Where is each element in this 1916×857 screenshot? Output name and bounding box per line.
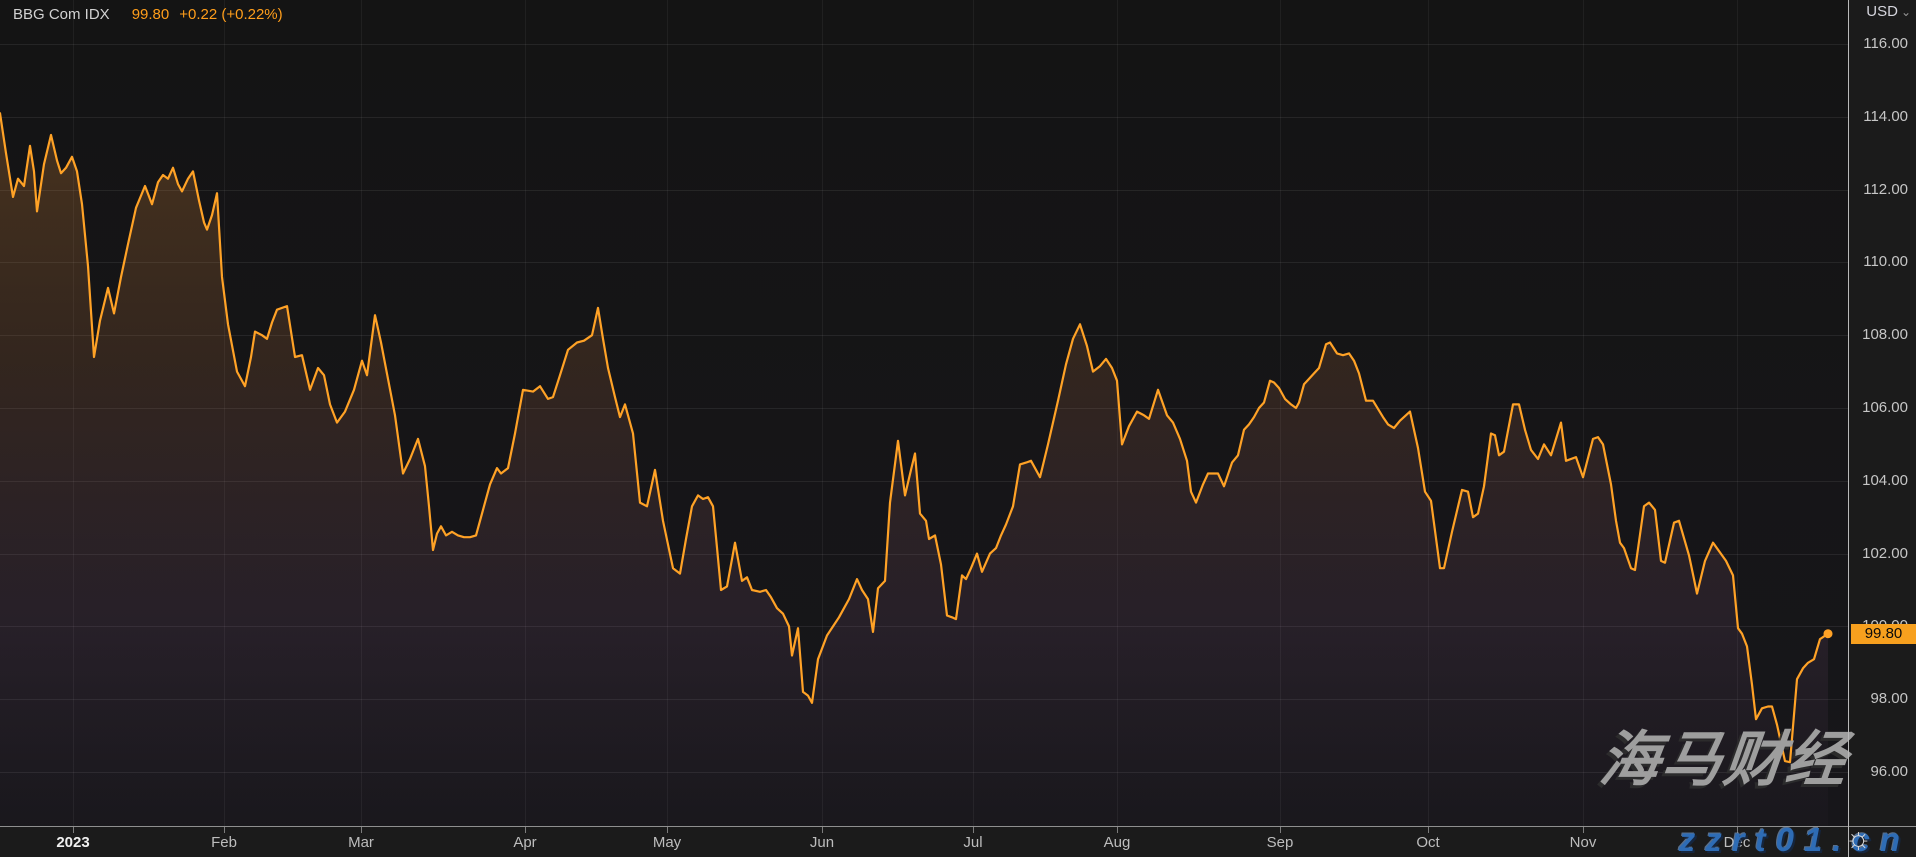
month-label: Dec [1723,834,1751,851]
month-label: 2023 [56,834,90,851]
month-label: May [652,834,682,851]
month-label: Jul [963,834,983,851]
month-label: Aug [1103,834,1131,851]
month-tick [1117,827,1118,833]
month-tick [525,827,526,833]
currency-label: USD [1866,3,1898,20]
price-tick-label: 114.00 [1863,108,1908,125]
price-tick-label: 110.00 [1863,253,1908,270]
month-tick [973,827,974,833]
price-tick-label: 98.00 [1870,690,1908,707]
month-tick [1428,827,1429,833]
chart-canvas[interactable] [0,0,1848,826]
axis-separator [1848,0,1849,857]
price-tick-label: 96.00 [1870,763,1908,780]
month-tick [1737,827,1738,833]
month-tick [822,827,823,833]
month-tick [1583,827,1584,833]
month-label: Nov [1569,834,1597,851]
last-price-value: 99.80 [131,6,170,23]
month-label: Oct [1416,834,1440,851]
month-tick [73,827,74,833]
watermark-brand: 海马财经 [1596,726,1852,793]
month-label: Feb [211,834,237,851]
price-tick-label: 102.00 [1862,545,1908,562]
month-label: Jun [809,834,835,851]
chevron-down-icon: ⌄ [1900,5,1911,19]
price-axis[interactable]: 116.00 114.00 112.00 110.00 108.00 106.00 104.… [1849,0,1916,826]
watermark-url: zzrt01.cn [1678,821,1910,857]
chart-header: BBG Com IDX 99.80 +0.22 (+0.22%) [13,6,293,23]
month-label: Sep [1266,834,1294,851]
price-tick-label: 116.00 [1863,35,1908,52]
price-tick-label: 108.00 [1862,326,1908,343]
price-tick-label: 106.00 [1862,399,1908,416]
price-chart[interactable]: BBG Com IDX 99.80 +0.22 (+0.22%) 海马财经 [0,0,1852,826]
month-label: Apr [513,834,537,851]
currency-selector[interactable]: USD ⌄ [1866,3,1911,20]
sun-icon: ☼ [1844,822,1873,855]
month-label: Mar [348,834,374,851]
price-change-value: +0.22 (+0.22%) [179,6,283,23]
month-tick [1280,827,1281,833]
month-tick [224,827,225,833]
month-tick [361,827,362,833]
month-tick [667,827,668,833]
price-tick-label: 112.00 [1863,181,1908,198]
price-tick-label: 104.00 [1862,472,1908,489]
instrument-title: BBG Com IDX [13,6,110,23]
time-axis[interactable]: 2023 Feb Mar Apr May Jun Jul Aug Sep Oct Nov Dec ☼ … [0,821,1916,857]
last-price-badge: 99.80 [1851,624,1916,644]
